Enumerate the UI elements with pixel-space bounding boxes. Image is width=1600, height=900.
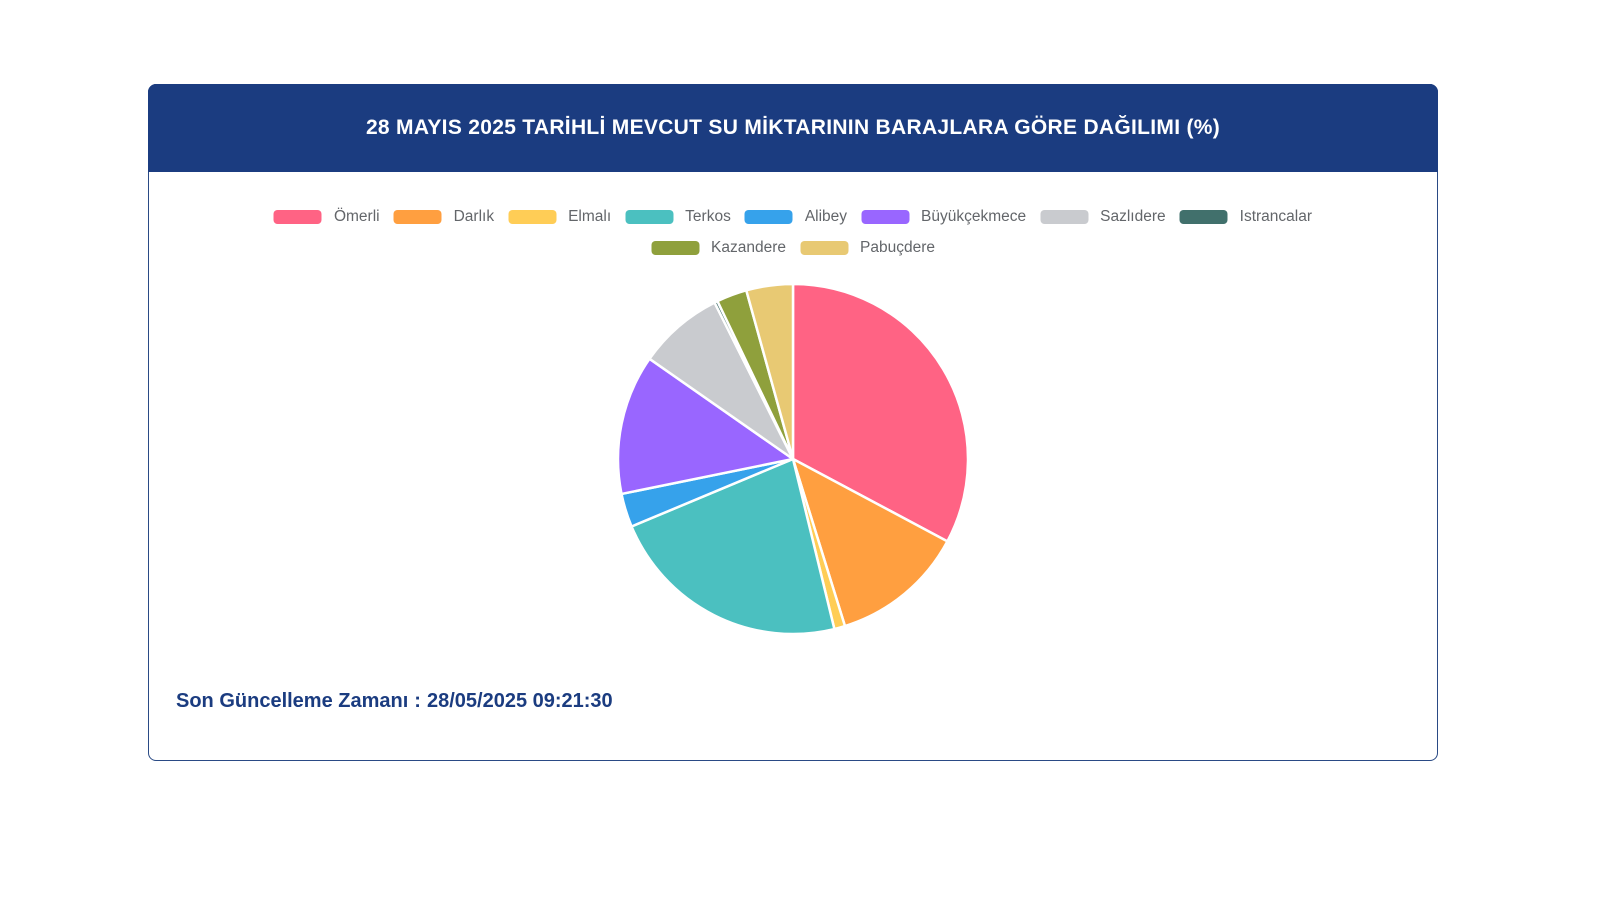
pie-slice-darlik[interactable]	[790, 456, 950, 628]
legend-swatch-istrancalar	[1179, 210, 1228, 224]
legend-item-alibey[interactable]: Alibey	[744, 206, 848, 228]
legend-item-terkos[interactable]: Terkos	[625, 206, 731, 228]
legend-label: Elmalı	[568, 208, 612, 225]
last-update-separator: :	[414, 690, 421, 712]
legend-label: Ömerli	[333, 208, 380, 225]
legend-label: Alibey	[804, 208, 848, 225]
legend-label: Istrancalar	[1239, 208, 1313, 225]
last-update-label: Son Güncelleme Zamanı	[176, 690, 409, 712]
chart-legend: Ömerli Darlık Elmalı Terkos Alibey Büyükçekme…	[206, 206, 1381, 259]
legend-item-kazandere[interactable]: Kazandere	[651, 237, 786, 259]
legend-swatch-alibey	[744, 210, 793, 224]
legend-label: Terkos	[685, 208, 731, 225]
legend-item-pabucdere[interactable]: Pabuçdere	[800, 237, 935, 259]
pie-chart-svg	[616, 282, 970, 636]
legend-swatch-elmali	[508, 210, 557, 224]
legend-swatch-terkos	[625, 210, 674, 224]
legend-item-elmali[interactable]: Elmalı	[508, 206, 611, 228]
legend-item-istrancalar[interactable]: Istrancalar	[1179, 206, 1313, 228]
pie-slice-omerli[interactable]	[791, 282, 970, 544]
pie-slice-buyukcekmece[interactable]	[616, 357, 797, 496]
last-update-value: 28/05/2025 09:21:30	[426, 690, 613, 712]
legend-swatch-kazandere	[651, 241, 700, 255]
legend-swatch-darlik	[393, 210, 442, 224]
pie-chart	[613, 279, 973, 639]
legend-item-darlik[interactable]: Darlık	[393, 206, 495, 228]
dam-distribution-card: 28 MAYIS 2025 TARİHLİ MEVCUT SU MİKTARIN…	[148, 84, 1438, 761]
pie-slice-pabucdere[interactable]	[744, 282, 795, 460]
legend-swatch-omerli	[273, 210, 322, 224]
card-header: 28 MAYIS 2025 TARİHLİ MEVCUT SU MİKTARIN…	[148, 84, 1438, 172]
pie-slice-terkos[interactable]	[629, 457, 836, 636]
legend-item-buyukcekmece[interactable]: Büyükçekmece	[861, 206, 1026, 228]
legend-swatch-sazlidere	[1040, 210, 1089, 224]
last-update: Son Güncelleme Zamanı:28/05/2025 09:21:3…	[176, 690, 613, 713]
legend-label: Büyükçekmece	[921, 208, 1027, 225]
legend-label: Kazandere	[711, 239, 786, 256]
legend-swatch-buyukcekmece	[861, 210, 910, 224]
legend-swatch-pabucdere	[800, 241, 848, 255]
legend-item-sazlidere[interactable]: Sazlıdere	[1040, 206, 1166, 228]
legend-item-omerli[interactable]: Ömerli	[273, 206, 380, 228]
legend-label: Darlık	[453, 208, 495, 225]
legend-label: Sazlıdere	[1100, 208, 1166, 225]
chart-title: 28 MAYIS 2025 TARİHLİ MEVCUT SU MİKTARIN…	[365, 116, 1221, 139]
legend-label: Pabuçdere	[860, 239, 935, 256]
